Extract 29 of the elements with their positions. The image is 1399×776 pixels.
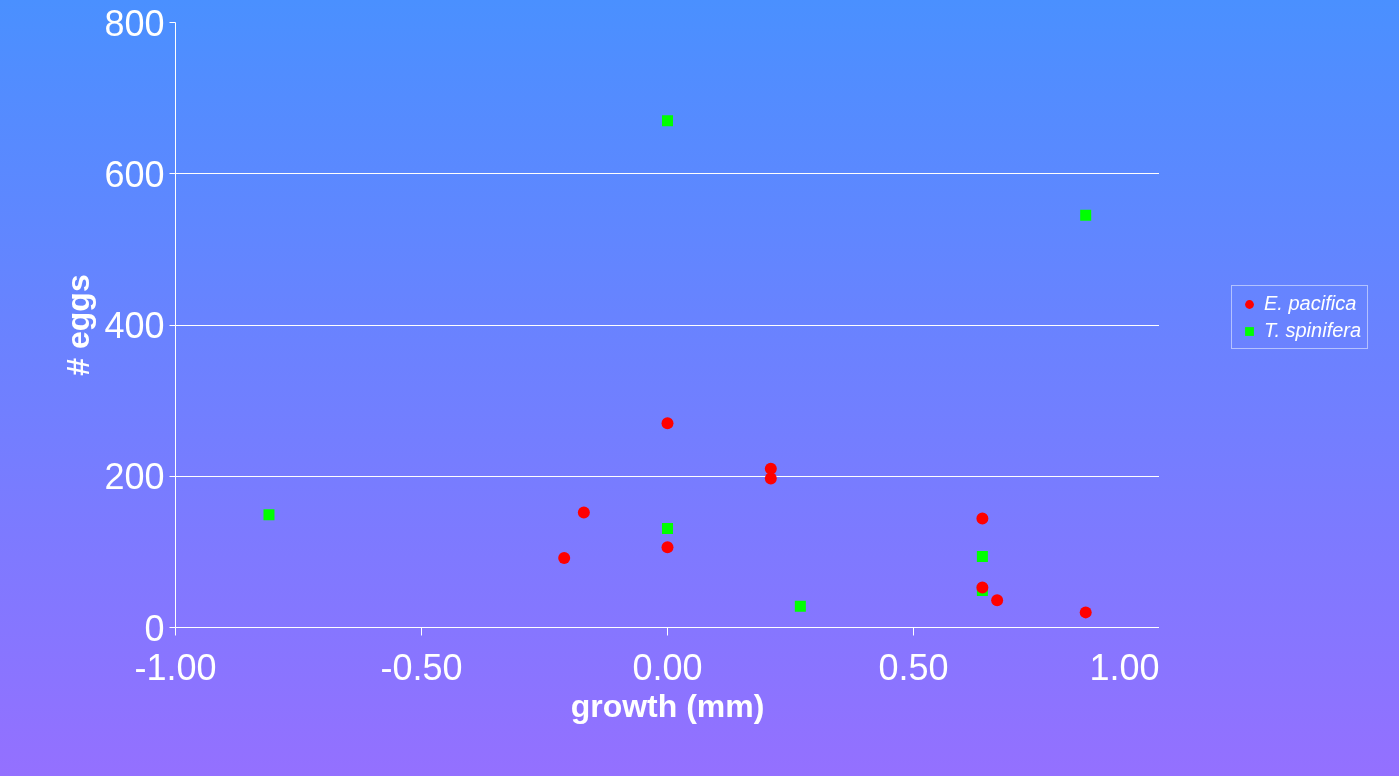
x-tick-label: -1.00 <box>134 646 217 688</box>
y-tick-label: 0 <box>144 607 165 649</box>
point <box>661 417 674 430</box>
point <box>976 512 989 525</box>
point <box>263 509 275 521</box>
point <box>764 472 777 485</box>
point <box>976 550 988 562</box>
point <box>1080 209 1092 221</box>
point <box>577 506 590 519</box>
point <box>662 115 673 127</box>
point <box>991 594 1004 607</box>
point <box>662 522 673 534</box>
point <box>764 462 777 475</box>
x-tick-label: 1.00 <box>1089 646 1160 688</box>
legend-label: E. pacifica <box>1264 292 1357 315</box>
x-tick-label: 0.50 <box>878 646 949 688</box>
point <box>794 600 806 612</box>
y-tick-label: 200 <box>104 456 165 498</box>
x-tick-label: -0.50 <box>380 646 463 688</box>
y-tick-label: 400 <box>104 305 165 346</box>
y-tick-label: 800 <box>104 2 165 44</box>
x-tick-label: 0.00 <box>632 646 703 688</box>
point <box>558 551 571 564</box>
y-axis-title: # eggs <box>60 274 97 376</box>
y-tick-label: 600 <box>104 153 165 195</box>
point <box>661 541 674 554</box>
point <box>1079 606 1092 619</box>
x-axis-title: growth (mm) <box>570 687 765 724</box>
legend-label: T. spinifera <box>1264 319 1362 342</box>
